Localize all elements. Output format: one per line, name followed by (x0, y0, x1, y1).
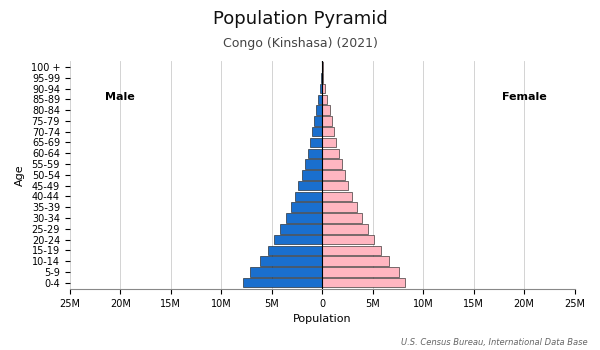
Bar (320, 84, 322, 93)
Bar (310, 138, 322, 147)
Bar (318, 94, 322, 104)
Bar (322, 267, 399, 277)
Bar (322, 138, 336, 147)
Bar (291, 203, 322, 212)
Bar (314, 116, 322, 126)
Bar (322, 94, 328, 104)
Bar (322, 224, 368, 233)
Bar (322, 257, 389, 266)
Bar (322, 235, 374, 244)
Bar (286, 213, 322, 223)
Y-axis label: Age: Age (15, 164, 25, 186)
Bar (322, 203, 357, 212)
Bar (305, 159, 322, 169)
Bar (322, 84, 325, 93)
Bar (322, 105, 329, 115)
Text: Male: Male (106, 92, 135, 102)
Bar (298, 181, 322, 190)
Bar (322, 278, 405, 287)
Bar (321, 73, 322, 83)
Bar (250, 267, 322, 277)
Bar (322, 192, 352, 201)
Bar (322, 181, 349, 190)
Bar (316, 105, 322, 115)
Bar (322, 127, 334, 136)
Bar (268, 246, 322, 255)
Bar (260, 257, 322, 266)
Bar (322, 148, 339, 158)
Bar (280, 224, 322, 233)
Bar (274, 235, 322, 244)
Text: Population Pyramid: Population Pyramid (212, 10, 388, 28)
Text: Female: Female (502, 92, 547, 102)
Bar (244, 278, 322, 287)
Bar (312, 127, 322, 136)
Bar (308, 148, 322, 158)
X-axis label: Population: Population (293, 315, 352, 324)
Bar (322, 213, 362, 223)
Bar (322, 73, 323, 83)
Bar (322, 159, 342, 169)
Bar (322, 170, 345, 180)
Text: Congo (Kinshasa) (2021): Congo (Kinshasa) (2021) (223, 37, 377, 50)
Text: U.S. Census Bureau, International Data Base: U.S. Census Bureau, International Data B… (401, 337, 588, 346)
Bar (322, 116, 332, 126)
Bar (322, 246, 380, 255)
Bar (295, 192, 322, 201)
Bar (302, 170, 322, 180)
